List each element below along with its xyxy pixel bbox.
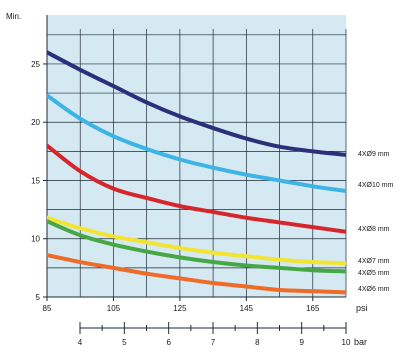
x-tick-label-psi: 165 [306, 304, 320, 313]
x-tick-label-bar: 10 [342, 338, 351, 347]
y-axis-title: Min. [6, 12, 21, 21]
plot-background [47, 15, 346, 297]
x-tick-label-bar: 7 [211, 338, 216, 347]
y-tick-label: 15 [31, 176, 40, 185]
series-line-4 [47, 219, 346, 274]
series-line-5 [47, 253, 346, 295]
series-label: 4XØ10 mm [358, 182, 394, 189]
x-tick-label-psi: 125 [173, 304, 187, 313]
y-tick-label: 25 [31, 60, 40, 69]
series-label: 4XØ6 mm [358, 286, 390, 293]
x-tick-label-bar: 8 [255, 338, 260, 347]
series-line-2 [47, 143, 346, 234]
series-label: 4XØ8 mm [358, 226, 390, 233]
x-axis-title-bar: bar [354, 337, 367, 347]
x-axis-title-psi: psi [356, 303, 368, 313]
series-label: 4XØ9 mm [358, 151, 390, 158]
y-tick-label: 20 [31, 118, 40, 127]
y-tick-label: 10 [31, 235, 40, 244]
x-tick-label-psi: 145 [240, 304, 254, 313]
x-tick-label-bar: 4 [78, 338, 83, 347]
x-tick-label-psi: 85 [43, 304, 52, 313]
series-line-1 [47, 93, 346, 193]
series-label: 4XØ7 mm [358, 258, 390, 265]
series-line-3 [47, 215, 346, 266]
x-tick-label-psi: 105 [107, 304, 121, 313]
x-tick-label-bar: 6 [166, 338, 171, 347]
y-tick-label: 5 [36, 293, 41, 302]
x-tick-label-bar: 5 [122, 338, 127, 347]
series-label: 4XØ5 mm [358, 270, 390, 277]
x-tick-label-bar: 9 [299, 338, 304, 347]
series-line-0 [47, 50, 346, 157]
